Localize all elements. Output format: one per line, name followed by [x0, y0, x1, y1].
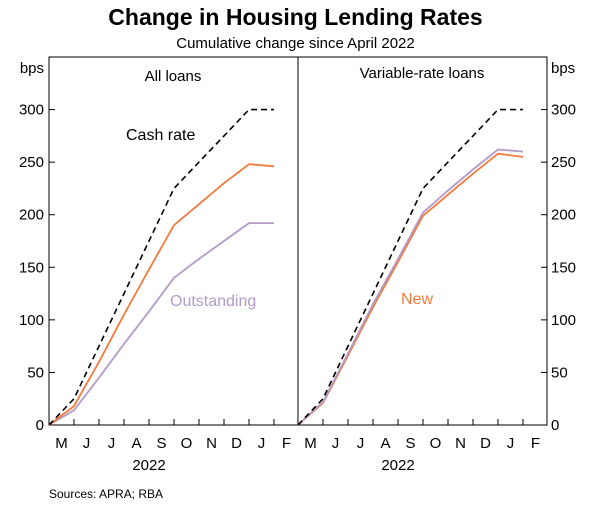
y-tick-label-left: 50: [27, 364, 44, 381]
y-tick-label-left: 100: [19, 312, 44, 329]
x-year-label: 2022: [132, 457, 165, 474]
x-tick-label: D: [480, 435, 491, 452]
x-tick-label: S: [156, 435, 166, 452]
x-tick-label: J: [108, 435, 116, 452]
x-tick-label: J: [83, 435, 91, 452]
source-note: Sources: APRA; RBA: [49, 487, 164, 501]
new-label: New: [401, 291, 433, 308]
x-tick-label: F: [531, 435, 540, 452]
x-tick-label: M: [304, 435, 317, 452]
panel-label: Variable-rate loans: [360, 65, 485, 82]
x-tick-label: A: [131, 435, 141, 452]
y-axis-unit-right: bps: [551, 60, 575, 77]
y-tick-label-right: 250: [551, 154, 576, 171]
x-tick-label: N: [455, 435, 466, 452]
y-tick-label-right: 50: [551, 364, 568, 381]
y-tick-label-left: 300: [19, 102, 44, 119]
panel-label: All loans: [145, 68, 202, 85]
y-tick-label-left: 150: [19, 259, 44, 276]
x-tick-label: O: [430, 435, 442, 452]
y-tick-label-right: 150: [551, 259, 576, 276]
x-tick-label: J: [258, 435, 266, 452]
outstanding-label: Outstanding: [170, 293, 256, 310]
x-tick-label: J: [332, 435, 340, 452]
chart-subtitle: Cumulative change since April 2022: [176, 35, 415, 52]
x-tick-label: J: [507, 435, 515, 452]
y-axis-unit-left: bps: [20, 60, 44, 77]
series-1-line: [297, 148, 524, 426]
cash-rate-line: [48, 108, 274, 426]
x-tick-label: M: [55, 435, 68, 452]
y-tick-label-left: 200: [19, 207, 44, 224]
x-tick-label: A: [380, 435, 390, 452]
y-tick-label-right: 300: [551, 102, 576, 119]
y-tick-label-left: 250: [19, 154, 44, 171]
x-tick-label: N: [206, 435, 217, 452]
series-0-line: [297, 108, 523, 426]
y-tick-label-left: 0: [36, 417, 44, 434]
chart-title: Change in Housing Lending Rates: [108, 4, 483, 30]
y-tick-label-right: 200: [551, 207, 576, 224]
outstanding-line: [48, 222, 274, 426]
cash-rate-label: Cash rate: [126, 127, 195, 144]
series-1-line: [48, 163, 275, 426]
x-year-label: 2022: [381, 457, 414, 474]
x-tick-label: O: [181, 435, 193, 452]
x-tick-label: J: [357, 435, 365, 452]
y-tick-label-right: 0: [551, 417, 559, 434]
x-tick-label: S: [405, 435, 415, 452]
y-tick-label-right: 100: [551, 312, 576, 329]
x-tick-label: D: [231, 435, 242, 452]
x-tick-label: F: [282, 435, 291, 452]
